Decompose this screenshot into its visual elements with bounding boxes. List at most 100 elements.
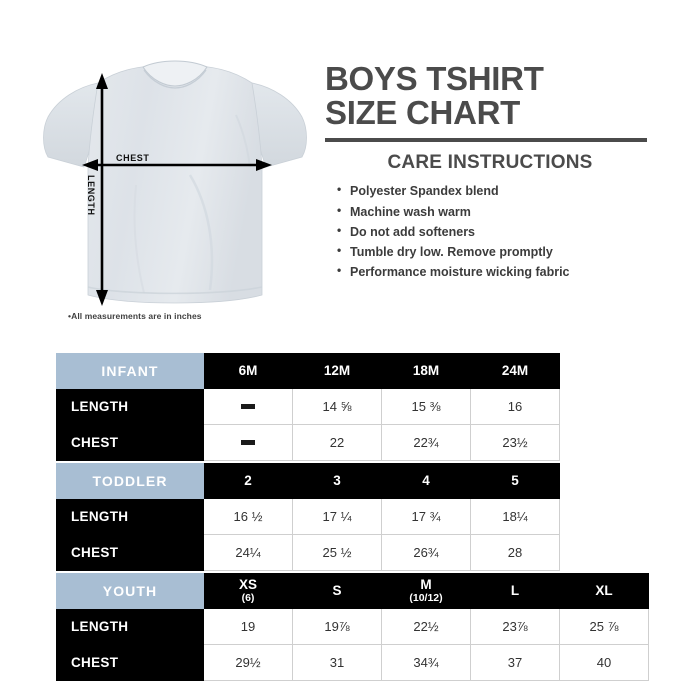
size-header-label: L — [510, 582, 520, 598]
measurement-cell: 26¾ — [382, 535, 471, 571]
measurement-cell: 34¾ — [382, 645, 471, 681]
chest-label: CHEST — [116, 153, 150, 163]
fabric-fold-c — [235, 114, 251, 168]
size-header-cell: 6M — [204, 353, 293, 389]
chest-arrow-head-left — [82, 159, 98, 171]
care-instruction-item: Performance moisture wicking fabric — [337, 261, 655, 282]
info-panel: BOYS TSHIRT SIZE CHART CARE INSTRUCTIONS… — [325, 62, 655, 283]
fabric-fold-b — [133, 184, 145, 294]
size-header-cell: L — [471, 573, 560, 609]
size-header-label: 24M — [501, 362, 529, 378]
care-instructions-list: Polyester Spandex blendMachine wash warm… — [325, 180, 655, 282]
measurement-cell: 22½ — [382, 609, 471, 645]
measurement-cell: 15 ⅜ — [382, 389, 471, 425]
measurement-cell: 19 — [204, 609, 293, 645]
row-label-cell: CHEST — [56, 425, 204, 461]
row-label-cell: LENGTH — [56, 389, 204, 425]
measurement-overlay — [82, 73, 272, 306]
measurement-cell — [204, 425, 293, 461]
measurement-cell: 16 ½ — [204, 499, 293, 535]
care-instruction-item: Polyester Spandex blend — [337, 180, 655, 201]
section-name-cell: TODDLER — [56, 463, 204, 499]
measurement-cell: 14 ⅝ — [293, 389, 382, 425]
measurement-cell: 28 — [471, 535, 560, 571]
size-header-cell: 18M — [382, 353, 471, 389]
section-name-cell: YOUTH — [56, 573, 204, 609]
measurement-cell: 17 ¼ — [293, 499, 382, 535]
table-row: LENGTH 19 19⅞ 22½ 23⅞ 25 ⅞ — [56, 609, 649, 645]
measurement-cell: 40 — [560, 645, 649, 681]
measurement-cell: 23⅞ — [471, 609, 560, 645]
table-row: LENGTH 14 ⅝ 15 ⅜ 16 — [56, 389, 638, 425]
size-header-cell: 4 — [382, 463, 471, 499]
length-arrow-head-top — [96, 73, 108, 89]
size-header-cell: XS (6) — [204, 573, 293, 609]
no-value-dash — [241, 440, 255, 445]
table-row: CHEST 29½ 31 34¾ 37 40 — [56, 645, 649, 681]
size-section-infant: INFANT 6M 12M 18M 24M LENGTH 14 ⅝ 15 ⅜ 16 CHEST 22… — [56, 353, 638, 461]
collar — [142, 60, 208, 87]
section-header-row: TODDLER 2 3 4 5 — [56, 463, 638, 499]
measurement-cell: 19⅞ — [293, 609, 382, 645]
size-header-label: M — [420, 577, 432, 593]
size-chart-table: INFANT 6M 12M 18M 24M LENGTH 14 ⅝ 15 ⅜ 16 CHEST 22… — [56, 353, 649, 681]
size-header-label: XL — [595, 582, 613, 598]
size-header-label: 2 — [244, 472, 252, 488]
measurement-cell: 22¾ — [382, 425, 471, 461]
page-title-line2: SIZE CHART — [325, 93, 521, 131]
measurement-cell: 23½ — [471, 425, 560, 461]
no-value-dash — [241, 404, 255, 409]
size-header-label: 18M — [412, 362, 440, 378]
row-label-cell: CHEST — [56, 535, 204, 571]
length-arrow-head-bottom — [96, 290, 108, 306]
page-title: BOYS TSHIRT SIZE CHART — [325, 62, 655, 129]
size-header-label: XS — [238, 577, 257, 593]
size-header-cell: M (10/12) — [382, 573, 471, 609]
row-label-cell: LENGTH — [56, 499, 204, 535]
measurement-cell: 29½ — [204, 645, 293, 681]
table-row: CHEST 24¼ 25 ½ 26¾ 28 — [56, 535, 638, 571]
chest-arrow-head-right — [256, 159, 272, 171]
size-header-cell: 3 — [293, 463, 382, 499]
size-header-cell: 5 — [471, 463, 560, 499]
size-header-cell: XL — [560, 573, 649, 609]
size-header-label: 3 — [333, 472, 341, 488]
size-header-label: 4 — [422, 472, 430, 488]
measurement-units-footnote: •All measurements are in inches — [68, 311, 202, 321]
size-header-label: S — [332, 582, 342, 598]
size-header-cell: 24M — [471, 353, 560, 389]
table-row: CHEST 22 22¾ 23½ — [56, 425, 638, 461]
care-instruction-item: Tumble dry low. Remove promptly — [337, 241, 655, 262]
tshirt-illustration — [43, 60, 307, 304]
title-divider — [325, 138, 647, 143]
table-row: LENGTH 16 ½ 17 ¼ 17 ¾ 18¼ — [56, 499, 638, 535]
care-instruction-item: Machine wash warm — [337, 201, 655, 222]
size-header-label: 5 — [511, 472, 519, 488]
length-label: LENGTH — [86, 175, 96, 216]
measurement-cell: 17 ¾ — [382, 499, 471, 535]
measurement-cell: 25 ½ — [293, 535, 382, 571]
size-section-youth: YOUTH XS (6) S M (10/12) L XL LENGTH 19 19⅞ 22½ 23⅞ 2… — [56, 573, 649, 681]
measurement-cell: 18¼ — [471, 499, 560, 535]
collar-seam — [143, 69, 207, 89]
measurement-cell: 25 ⅞ — [560, 609, 649, 645]
measurement-cell — [204, 389, 293, 425]
measurement-cell: 22 — [293, 425, 382, 461]
measurement-cell: 16 — [471, 389, 560, 425]
measurement-cell: 37 — [471, 645, 560, 681]
size-section-toddler: TODDLER 2 3 4 5 LENGTH 16 ½ 17 ¼ 17 ¾ 18¼ CHEST 24¼… — [56, 463, 638, 571]
row-label-cell: LENGTH — [56, 609, 204, 645]
page-title-line1: BOYS TSHIRT — [325, 60, 544, 97]
section-header-row: YOUTH XS (6) S M (10/12) L XL — [56, 573, 649, 609]
size-header-sublabel: (10/12) — [409, 591, 443, 604]
row-label-cell: CHEST — [56, 645, 204, 681]
size-header-cell: 2 — [204, 463, 293, 499]
size-header-cell: 12M — [293, 353, 382, 389]
care-instructions-title: CARE INSTRUCTIONS — [387, 152, 593, 174]
size-header-sublabel: (6) — [241, 591, 255, 604]
section-header-row: INFANT 6M 12M 18M 24M — [56, 353, 638, 389]
size-header-cell: S — [293, 573, 382, 609]
care-instruction-item: Do not add softeners — [337, 221, 655, 242]
size-header-label: 12M — [323, 362, 351, 378]
